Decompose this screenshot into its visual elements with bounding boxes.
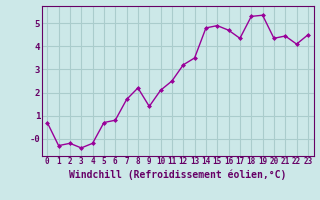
X-axis label: Windchill (Refroidissement éolien,°C): Windchill (Refroidissement éolien,°C) bbox=[69, 169, 286, 180]
